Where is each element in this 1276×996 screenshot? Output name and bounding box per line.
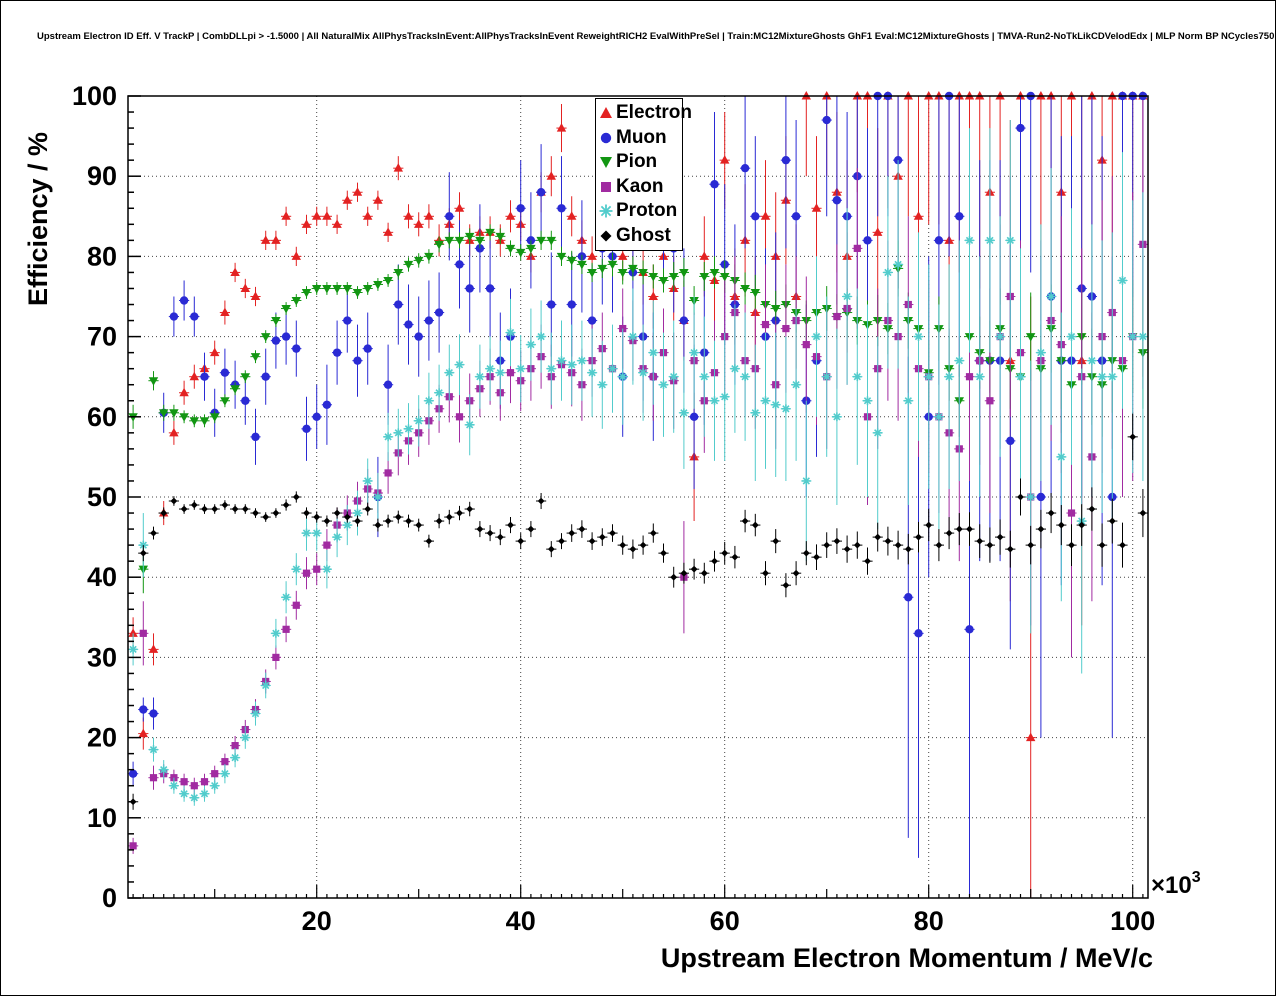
pion-triangle-down-icon [600,157,612,169]
legend-item-muon: Muon [598,126,682,151]
svg-text:50: 50 [87,482,117,512]
ghost-diamond-icon [600,230,612,242]
proton-star-icon [599,204,613,218]
y-axis-title: Efficiency / % [23,132,53,306]
electron-triangle-icon [600,107,612,119]
series-proton [128,120,1148,806]
legend-label: Proton [616,200,678,222]
x-axis-exponent: ×103 [1151,869,1201,899]
kaon-square-icon [601,181,611,192]
legend-label: Ghost [616,224,671,246]
axes [127,95,1149,899]
svg-text:20: 20 [302,906,332,936]
svg-text:70: 70 [87,322,117,352]
svg-text:100: 100 [72,81,117,111]
svg-text:0: 0 [102,883,117,913]
series-ghost [128,413,1148,810]
legend-item-pion: Pion [598,150,682,175]
legend-item-kaon: Kaon [598,175,682,200]
svg-text:30: 30 [87,642,117,672]
legend-label: Pion [616,151,658,173]
svg-text:20: 20 [87,723,117,753]
tick-labels: 0 10 20 30 40 50 60 70 80 90 100 20 40 60 80 100 [72,81,1155,936]
legend-label: Electron [616,102,693,124]
svg-text:80: 80 [87,241,117,271]
svg-text:90: 90 [87,161,117,191]
svg-text:60: 60 [710,906,740,936]
svg-text:60: 60 [87,402,117,432]
legend-item-ghost: Ghost [598,224,682,249]
svg-text:40: 40 [87,562,117,592]
svg-text:10: 10 [87,803,117,833]
legend: Electron Muon Pion Kaon Proton Ghost [595,98,692,251]
legend-item-electron: Electron [598,101,692,126]
svg-text:100: 100 [1110,906,1155,936]
svg-text:80: 80 [914,906,944,936]
svg-text:40: 40 [506,906,536,936]
legend-label: Kaon [616,175,664,197]
muon-circle-icon [600,132,612,143]
legend-item-proton: Proton [598,199,682,224]
plot-title: Upstream Electron ID Eff. V TrackP | Com… [37,31,1275,42]
legend-label: Muon [616,126,667,148]
series-pion [128,224,1148,594]
x-axis-title: Upstream Electron Momentum / MeV/c [661,943,1153,973]
